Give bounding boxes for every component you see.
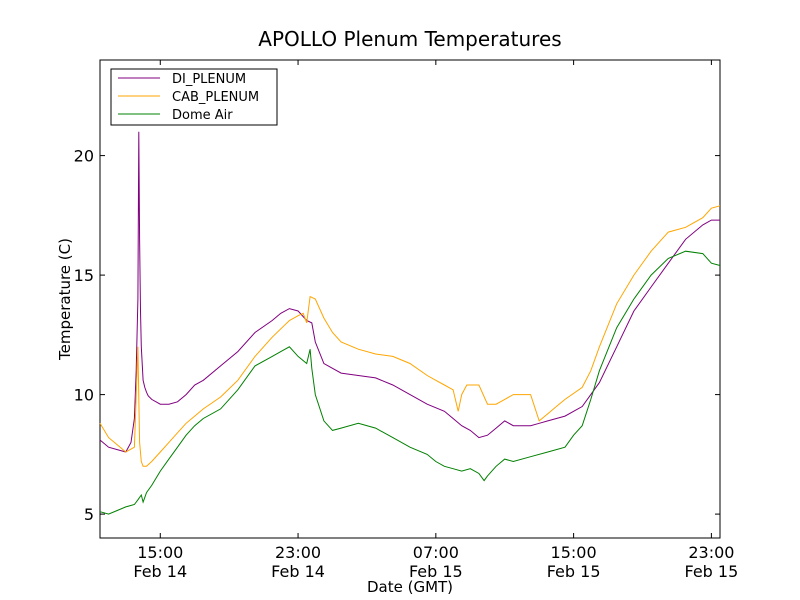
x-tick-label-time: 23:00 <box>275 543 321 562</box>
x-tick-label-date: Feb 14 <box>271 562 325 581</box>
x-tick-label-time: 15:00 <box>551 543 597 562</box>
y-tick-label: 15 <box>74 266 94 285</box>
legend: DI_PLENUM CAB_PLENUM Dome Air <box>110 68 278 126</box>
x-tick-label-date: Feb 15 <box>409 562 463 581</box>
y-axis-label: Temperature (C) <box>56 238 74 361</box>
series-layer <box>99 131 721 515</box>
plot-area <box>99 59 721 539</box>
series-line-dome-air <box>99 250 721 515</box>
x-tick-label-time: 23:00 <box>688 543 734 562</box>
x-tick-label-date: Feb 14 <box>133 562 187 581</box>
x-tick-label-time: 15:00 <box>137 543 183 562</box>
y-tick-label: 5 <box>84 505 94 524</box>
series-line-cab-plenum <box>99 205 721 467</box>
y-tick-label: 10 <box>74 386 94 405</box>
x-tick-label-time: 07:00 <box>413 543 459 562</box>
x-tick-label-date: Feb 15 <box>547 562 601 581</box>
x-axis-label: Date (GMT) <box>367 578 453 596</box>
x-tick-label-date: Feb 15 <box>684 562 738 581</box>
legend-label: Dome Air <box>172 108 233 123</box>
chart-title: APOLLO Plenum Temperatures <box>258 27 561 51</box>
y-tick-label: 20 <box>74 147 94 166</box>
series-line-di-plenum <box>99 131 720 453</box>
legend-label: CAB_PLENUM <box>172 90 259 105</box>
legend-label: DI_PLENUM <box>172 72 246 87</box>
